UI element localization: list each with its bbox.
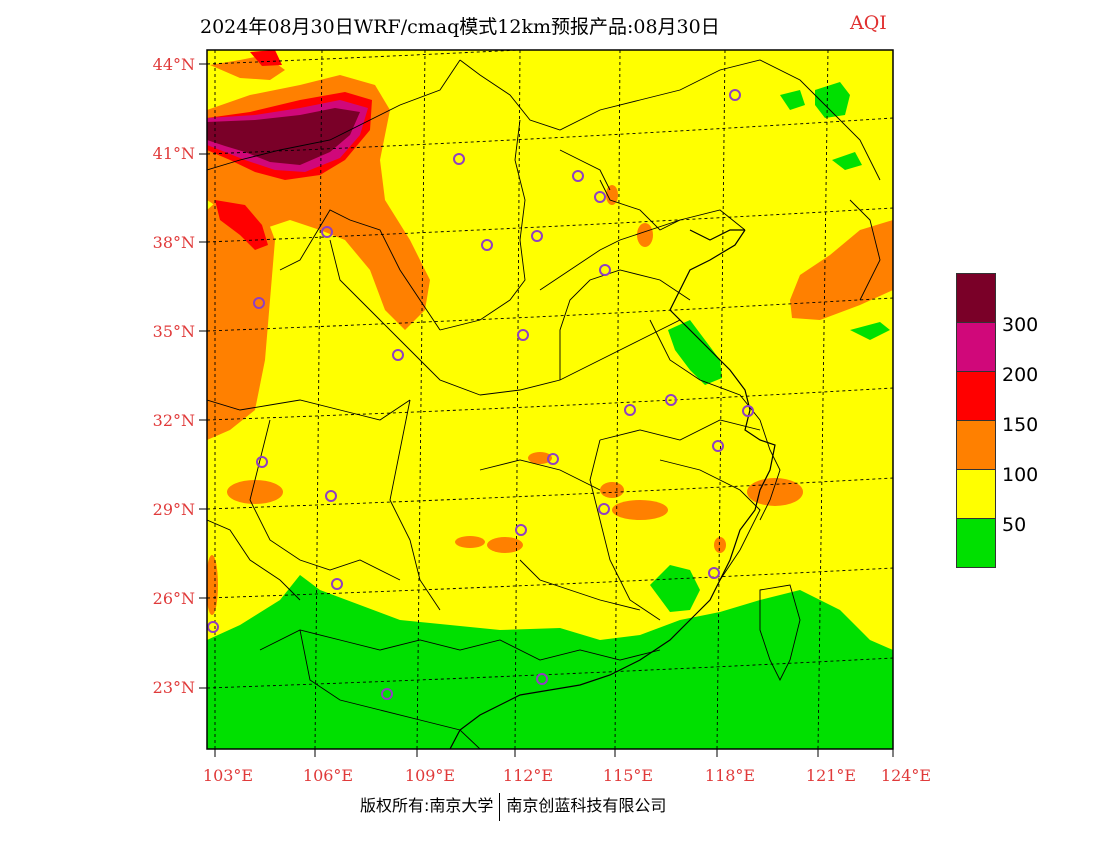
sensitive-blob bbox=[612, 500, 668, 520]
good-area-sea bbox=[850, 322, 890, 340]
lon-label-121: 121°E bbox=[805, 766, 857, 785]
good-area-northeast-3 bbox=[832, 152, 862, 170]
stations bbox=[207, 89, 754, 700]
sensitive-area-west bbox=[207, 190, 275, 440]
sensitive-blob bbox=[487, 537, 523, 553]
legend-value-150: 150 bbox=[1002, 414, 1039, 436]
lon-label-109: 109°E bbox=[404, 766, 456, 785]
sensitive-blob bbox=[747, 478, 803, 506]
lat-label-38: 38°N bbox=[152, 233, 195, 252]
province-boundaries bbox=[207, 59, 881, 749]
copyright-line: 版权所有:南京大学 南京创蓝科技有限公司 bbox=[360, 792, 666, 821]
legend-swatch-moderate bbox=[956, 469, 996, 519]
good-area-northeast bbox=[815, 82, 850, 118]
station-marker bbox=[381, 688, 393, 700]
tick-marks bbox=[199, 63, 894, 757]
sensitive-blob bbox=[606, 185, 618, 205]
station-marker bbox=[481, 239, 493, 251]
legend-swatch-very-unhealthy bbox=[956, 322, 996, 372]
station-marker bbox=[517, 329, 529, 341]
sensitive-blob bbox=[227, 480, 283, 504]
station-marker bbox=[256, 456, 268, 468]
station-marker bbox=[594, 191, 606, 203]
coastline bbox=[449, 229, 776, 749]
unhealthy-area-3 bbox=[250, 50, 282, 66]
good-area-south bbox=[207, 575, 893, 749]
unhealthy-area-2 bbox=[215, 200, 268, 250]
sensitive-blob bbox=[637, 223, 653, 247]
sensitive-blob bbox=[714, 537, 726, 553]
copyright-right: 南京创蓝科技有限公司 bbox=[506, 796, 667, 815]
sensitive-blob bbox=[528, 452, 552, 464]
sensitive-blob bbox=[207, 555, 218, 615]
good-area-southeast bbox=[650, 565, 700, 612]
lon-label-106: 106°E bbox=[302, 766, 354, 785]
lat-label-41: 41°N bbox=[152, 144, 195, 163]
good-area-jiangsu bbox=[668, 320, 722, 385]
station-marker bbox=[321, 226, 333, 238]
legend-value-300: 300 bbox=[1002, 314, 1039, 336]
station-marker bbox=[515, 524, 527, 536]
sensitive-blob bbox=[600, 482, 624, 498]
variable-label: AQI bbox=[850, 12, 887, 34]
graticule bbox=[207, 50, 893, 749]
station-marker bbox=[708, 567, 720, 579]
lat-label-29: 29°N bbox=[152, 500, 195, 519]
legend-value-200: 200 bbox=[1002, 364, 1039, 386]
legend-value-50: 50 bbox=[1002, 514, 1027, 536]
legend-swatch-unhealthy bbox=[956, 371, 996, 421]
station-marker bbox=[325, 490, 337, 502]
legend-value-100: 100 bbox=[1002, 464, 1039, 486]
station-marker bbox=[531, 230, 543, 242]
lat-label-26: 26°N bbox=[152, 589, 195, 608]
station-marker bbox=[624, 404, 636, 416]
lon-label-115: 115°E bbox=[602, 766, 654, 785]
station-marker bbox=[665, 394, 677, 406]
station-marker bbox=[536, 673, 548, 685]
legend-swatch-good bbox=[956, 518, 996, 568]
lon-label-103: 103°E bbox=[202, 766, 254, 785]
lon-label-118: 118°E bbox=[704, 766, 756, 785]
station-marker bbox=[572, 170, 584, 182]
lon-label-112: 112°E bbox=[502, 766, 554, 785]
station-marker bbox=[392, 349, 404, 361]
lon-label-124: 124°E bbox=[880, 766, 932, 785]
good-area-northeast-2 bbox=[780, 90, 805, 110]
lat-label-32: 32°N bbox=[152, 411, 195, 430]
station-marker bbox=[207, 621, 219, 633]
station-marker bbox=[331, 578, 343, 590]
legend-swatch-hazardous bbox=[956, 273, 996, 323]
station-marker bbox=[712, 440, 724, 452]
sensitive-area-east bbox=[790, 220, 893, 320]
aqi-fill-layer bbox=[207, 50, 893, 749]
copyright-separator bbox=[499, 792, 501, 821]
station-marker bbox=[453, 153, 465, 165]
station-marker bbox=[547, 453, 559, 465]
lat-label-35: 35°N bbox=[152, 322, 195, 341]
station-marker bbox=[742, 405, 754, 417]
lat-label-44: 44°N bbox=[152, 55, 195, 74]
hazardous-area bbox=[207, 108, 360, 165]
station-marker bbox=[253, 297, 265, 309]
map-title: 2024年08月30日WRF/cmaq模式12km预报产品:08月30日 bbox=[200, 16, 720, 38]
aqi-legend bbox=[956, 273, 996, 568]
station-marker bbox=[599, 264, 611, 276]
station-marker bbox=[729, 89, 741, 101]
map-frame bbox=[206, 49, 894, 750]
station-marker bbox=[598, 503, 610, 515]
lat-label-23: 23°N bbox=[152, 678, 195, 697]
legend-swatch-sensitive bbox=[956, 420, 996, 470]
sensitive-blob bbox=[455, 536, 485, 548]
copyright-left: 版权所有:南京大学 bbox=[360, 796, 494, 815]
